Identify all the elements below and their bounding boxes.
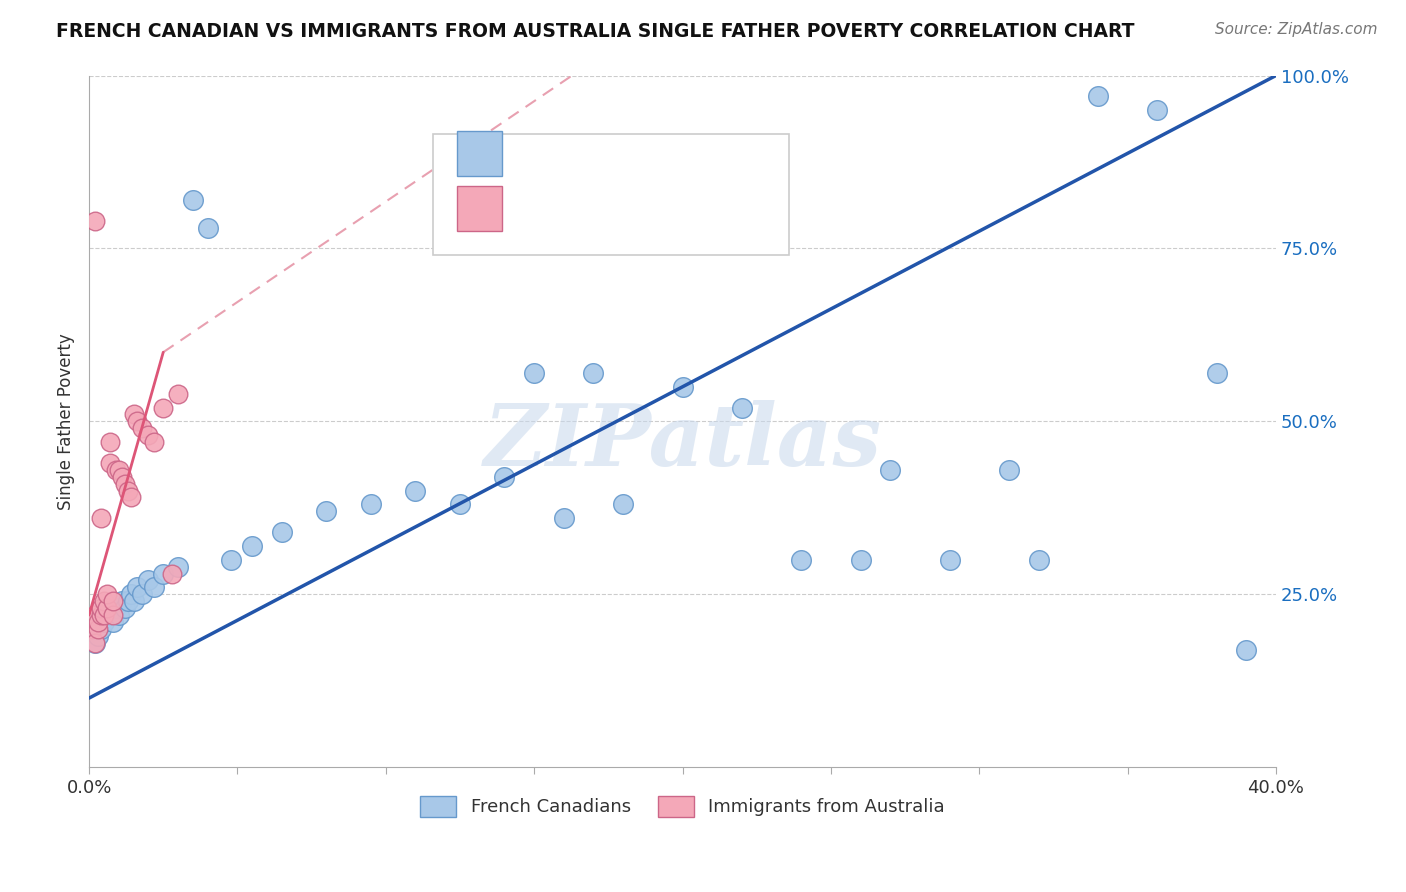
- Point: [87, 629, 110, 643]
- Point: [1205, 366, 1227, 380]
- Point: [93, 615, 115, 629]
- Point: [104, 463, 127, 477]
- FancyBboxPatch shape: [457, 131, 502, 176]
- Y-axis label: Single Father Poverty: Single Father Poverty: [58, 333, 75, 509]
- Point: [96, 587, 118, 601]
- Point: [90, 601, 112, 615]
- Point: [87, 622, 110, 636]
- Point: [582, 366, 605, 380]
- Text: R = 0.473   N =  31: R = 0.473 N = 31: [516, 199, 700, 218]
- Point: [96, 601, 118, 615]
- Point: [879, 463, 901, 477]
- Point: [523, 366, 546, 380]
- Point: [84, 636, 107, 650]
- Point: [90, 622, 112, 636]
- Point: [98, 435, 121, 450]
- Point: [84, 214, 107, 228]
- Point: [111, 594, 134, 608]
- Point: [612, 497, 634, 511]
- Text: FRENCH CANADIAN VS IMMIGRANTS FROM AUSTRALIA SINGLE FATHER POVERTY CORRELATION C: FRENCH CANADIAN VS IMMIGRANTS FROM AUSTR…: [56, 22, 1135, 41]
- Point: [221, 553, 243, 567]
- Point: [114, 476, 136, 491]
- Point: [90, 511, 112, 525]
- Point: [107, 608, 129, 623]
- Point: [125, 581, 148, 595]
- Point: [114, 601, 136, 615]
- Point: [167, 386, 190, 401]
- Point: [1087, 89, 1109, 103]
- Point: [731, 401, 754, 415]
- Point: [1028, 553, 1050, 567]
- Point: [84, 608, 107, 623]
- Point: [152, 566, 174, 581]
- Legend: French Canadians, Immigrants from Australia: French Canadians, Immigrants from Austra…: [413, 789, 952, 824]
- Point: [849, 553, 872, 567]
- Point: [494, 469, 516, 483]
- Point: [197, 220, 219, 235]
- Point: [107, 463, 129, 477]
- Point: [90, 608, 112, 623]
- Point: [101, 615, 124, 629]
- Point: [122, 408, 145, 422]
- Point: [1234, 642, 1257, 657]
- Point: [84, 636, 107, 650]
- Point: [101, 594, 124, 608]
- Point: [101, 608, 124, 623]
- Point: [122, 594, 145, 608]
- Text: ZIPatlas: ZIPatlas: [484, 401, 882, 483]
- Point: [93, 608, 115, 623]
- FancyBboxPatch shape: [433, 135, 789, 255]
- Point: [998, 463, 1021, 477]
- Point: [98, 608, 121, 623]
- Point: [104, 601, 127, 615]
- Point: [93, 594, 115, 608]
- Point: [152, 401, 174, 415]
- Point: [117, 483, 139, 498]
- Point: [790, 553, 813, 567]
- Point: [553, 511, 575, 525]
- Point: [120, 587, 142, 601]
- Point: [360, 497, 382, 511]
- Point: [143, 435, 166, 450]
- Point: [138, 428, 160, 442]
- Point: [404, 483, 426, 498]
- Point: [87, 615, 110, 629]
- Point: [167, 559, 190, 574]
- Point: [117, 594, 139, 608]
- Point: [80, 622, 103, 636]
- Point: [96, 608, 118, 623]
- Point: [125, 414, 148, 428]
- Point: [143, 581, 166, 595]
- Point: [240, 539, 263, 553]
- Point: [138, 574, 160, 588]
- Point: [938, 553, 960, 567]
- Point: [181, 193, 204, 207]
- Point: [671, 380, 693, 394]
- Text: Source: ZipAtlas.com: Source: ZipAtlas.com: [1215, 22, 1378, 37]
- Point: [160, 566, 183, 581]
- Point: [449, 497, 471, 511]
- Point: [271, 524, 294, 539]
- Point: [98, 456, 121, 470]
- Text: R = 0.670   N = 46: R = 0.670 N = 46: [516, 144, 695, 162]
- Point: [120, 491, 142, 505]
- Point: [1146, 103, 1168, 117]
- FancyBboxPatch shape: [457, 186, 502, 231]
- Point: [315, 504, 337, 518]
- Point: [111, 469, 134, 483]
- Point: [131, 587, 153, 601]
- Point: [131, 421, 153, 435]
